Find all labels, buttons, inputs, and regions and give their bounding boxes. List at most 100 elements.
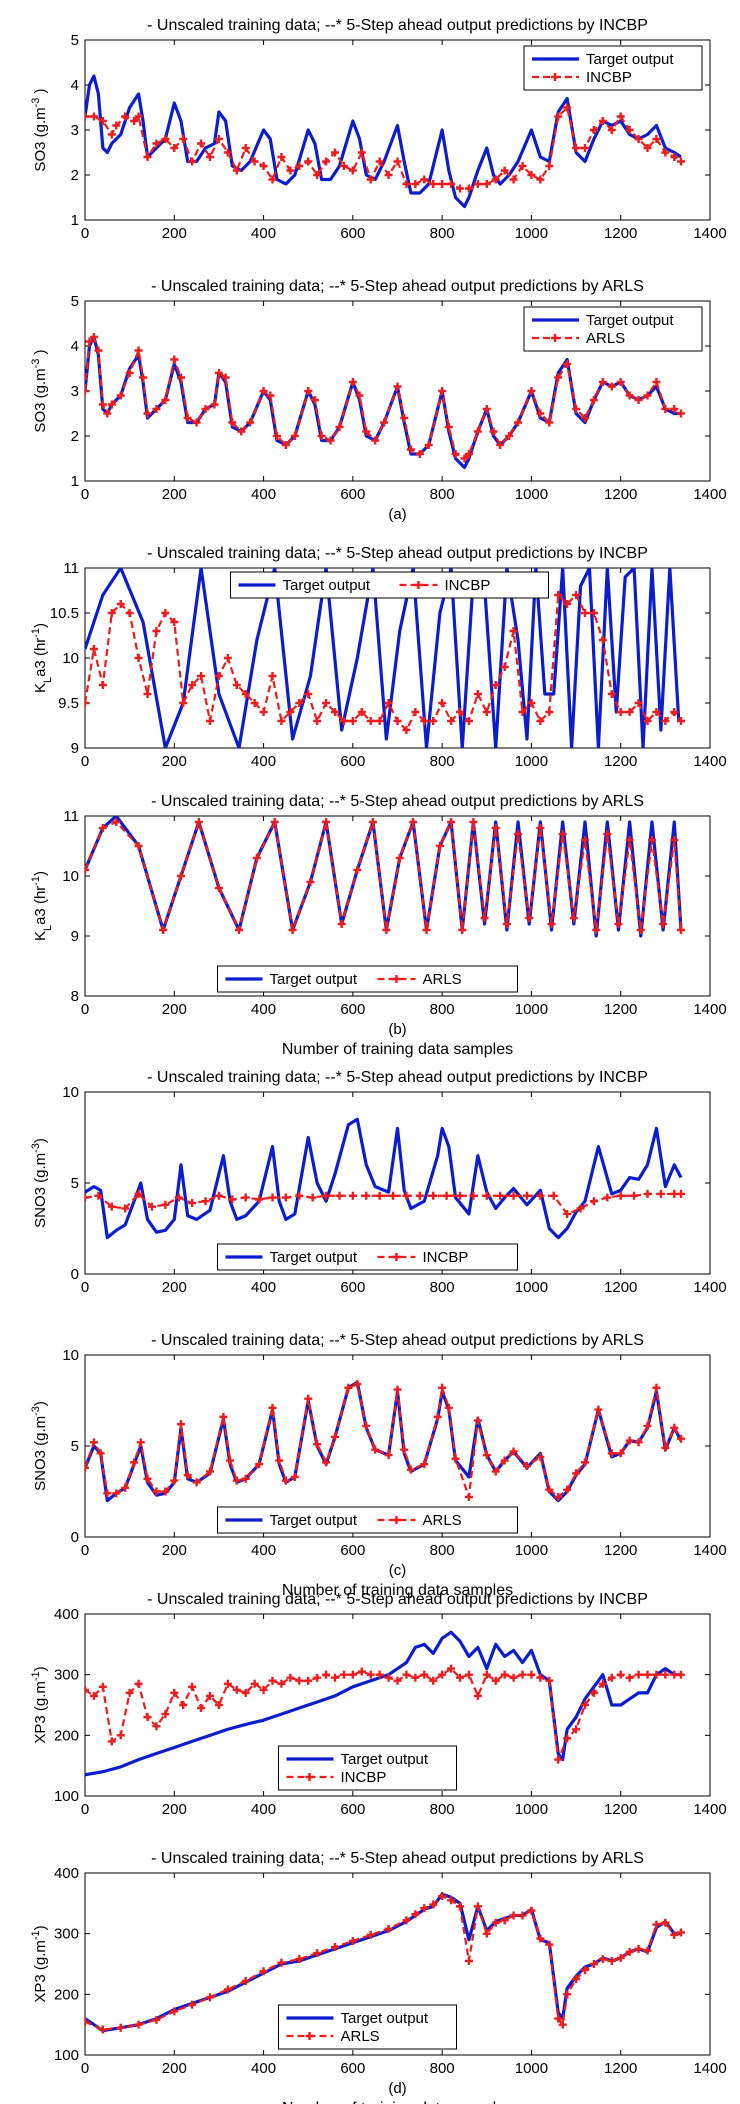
data-point bbox=[444, 1403, 453, 1412]
data-point bbox=[500, 166, 509, 175]
data-point bbox=[259, 162, 268, 170]
data-point bbox=[572, 1469, 581, 1478]
data-point bbox=[337, 920, 346, 928]
data-point bbox=[161, 1710, 170, 1719]
chart-title: - Unscaled training data; --* 5-Step ahe… bbox=[151, 1850, 644, 1867]
x-tick-label: 0 bbox=[81, 2060, 89, 2077]
data-point bbox=[188, 1682, 197, 1691]
data-point bbox=[659, 920, 668, 928]
data-point bbox=[527, 387, 536, 395]
data-point bbox=[625, 836, 634, 844]
y-tick-label: 5 bbox=[71, 1175, 79, 1192]
data-point bbox=[130, 1458, 139, 1467]
data-point bbox=[250, 1679, 259, 1688]
x-tick-label: 800 bbox=[430, 1801, 455, 1818]
data-point bbox=[572, 144, 581, 152]
data-point bbox=[536, 824, 545, 832]
x-tick-label: 1200 bbox=[604, 1801, 637, 1818]
x-tick-label: 600 bbox=[340, 753, 365, 770]
data-point bbox=[125, 1688, 134, 1697]
x-tick-label: 1000 bbox=[515, 1801, 548, 1818]
panel-label: (a) bbox=[388, 506, 406, 523]
data-point bbox=[603, 1193, 612, 1202]
data-point bbox=[563, 1485, 572, 1494]
data-point bbox=[226, 1456, 235, 1465]
chart-panel-3: - Unscaled training data; --* 5-Step ahe… bbox=[30, 545, 727, 770]
data-point bbox=[572, 1975, 581, 1984]
data-point bbox=[581, 1458, 589, 1467]
chart-panel-1: - Unscaled training data; --* 5-Step ahe… bbox=[30, 17, 727, 242]
data-point bbox=[85, 1685, 89, 1694]
x-tick-label: 1400 bbox=[693, 2060, 726, 2077]
data-point bbox=[322, 818, 331, 826]
x-tick-label: 600 bbox=[340, 1542, 365, 1559]
data-point bbox=[616, 1191, 625, 1200]
x-tick-label: 800 bbox=[430, 753, 455, 770]
data-point bbox=[643, 717, 652, 725]
data-point bbox=[286, 166, 295, 175]
data-point bbox=[143, 1474, 152, 1483]
chart-panel-5: - Unscaled training data; --* 5-Step ahe… bbox=[30, 1069, 727, 1296]
data-point bbox=[295, 162, 304, 170]
x-tick-label: 1000 bbox=[515, 486, 548, 503]
data-point bbox=[362, 427, 371, 436]
data-point bbox=[348, 1670, 357, 1679]
data-point bbox=[134, 654, 143, 662]
y-tick-label: 400 bbox=[54, 1865, 79, 1882]
data-point bbox=[348, 166, 357, 175]
data-point bbox=[192, 418, 201, 427]
x-tick-label: 200 bbox=[162, 486, 187, 503]
legend-entry-target: Target output bbox=[270, 971, 358, 988]
chart-panel-7: - Unscaled training data; --* 5-Step ahe… bbox=[30, 1591, 727, 1818]
x-tick-label: 1200 bbox=[604, 1279, 637, 1296]
x-tick-label: 600 bbox=[340, 1279, 365, 1296]
data-point bbox=[572, 1725, 581, 1734]
data-point bbox=[670, 1670, 679, 1679]
x-tick-label: 600 bbox=[340, 1001, 365, 1018]
data-point bbox=[643, 144, 652, 152]
data-point bbox=[464, 1956, 473, 1965]
y-tick-label: 9 bbox=[71, 928, 79, 945]
data-point bbox=[161, 135, 170, 143]
data-point bbox=[241, 1976, 250, 1985]
data-point bbox=[221, 373, 230, 382]
data-point bbox=[581, 414, 589, 422]
data-point bbox=[134, 1679, 143, 1688]
data-point bbox=[420, 1670, 429, 1679]
data-point bbox=[502, 920, 511, 928]
x-tick-label: 0 bbox=[81, 1542, 89, 1559]
data-point bbox=[435, 842, 444, 850]
data-point bbox=[339, 717, 348, 725]
data-point bbox=[614, 920, 623, 928]
x-tick-label: 400 bbox=[251, 1001, 276, 1018]
data-point bbox=[255, 1195, 264, 1204]
x-tick-label: 200 bbox=[162, 1279, 187, 1296]
data-point bbox=[636, 926, 645, 934]
data-point bbox=[134, 842, 143, 850]
data-point bbox=[661, 1443, 670, 1452]
x-tick-label: 1200 bbox=[604, 1001, 637, 1018]
y-tick-label: 200 bbox=[54, 1727, 79, 1744]
data-point bbox=[235, 926, 244, 934]
data-point bbox=[344, 1383, 353, 1392]
data-point bbox=[143, 409, 152, 418]
data-point bbox=[371, 1445, 380, 1454]
legend-entry-prediction: ARLS bbox=[586, 330, 625, 347]
data-point bbox=[371, 436, 380, 445]
data-point bbox=[598, 636, 607, 644]
data-point bbox=[536, 409, 545, 418]
data-point bbox=[676, 1670, 685, 1679]
chart-panel-4: - Unscaled training data; --* 5-Step ahe… bbox=[30, 793, 727, 1058]
data-point bbox=[223, 148, 232, 157]
data-point bbox=[295, 1676, 304, 1685]
data-point bbox=[384, 699, 393, 707]
chart-title: - Unscaled training data; --* 5-Step ahe… bbox=[147, 1069, 648, 1086]
data-point bbox=[625, 1436, 634, 1445]
data-point bbox=[250, 699, 259, 707]
data-point bbox=[331, 1943, 339, 1952]
data-point bbox=[176, 373, 185, 382]
data-point bbox=[255, 1460, 264, 1469]
data-point bbox=[607, 1956, 616, 1965]
data-point bbox=[206, 1993, 214, 2002]
